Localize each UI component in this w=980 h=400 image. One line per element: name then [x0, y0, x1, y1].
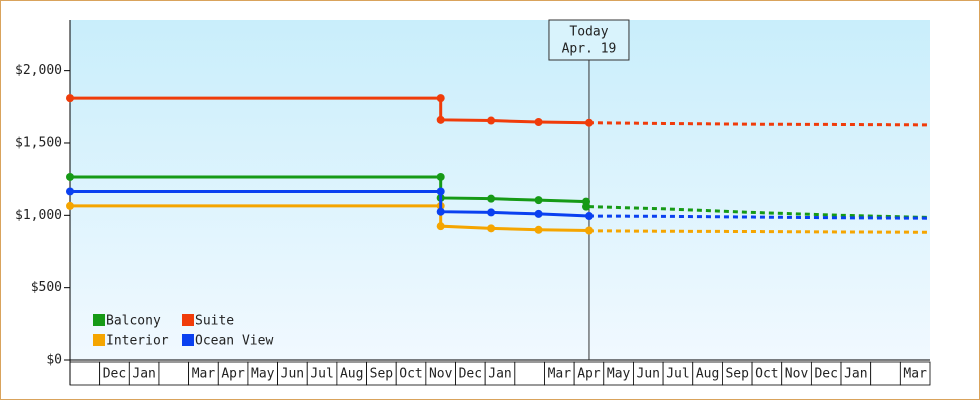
x-tick-label: Jan [488, 367, 511, 382]
forecast-line [588, 121, 931, 127]
x-tick-label: Apr [221, 367, 245, 382]
y-tick-label: $1,500 [15, 135, 62, 150]
x-tick-label: Jan [844, 367, 867, 382]
point [66, 172, 74, 181]
legend-swatch [93, 334, 105, 346]
legend-label: Interior [106, 334, 169, 349]
legend-label: Ocean View [195, 334, 273, 349]
series-line [70, 189, 590, 218]
x-tick-label: Oct [755, 367, 778, 382]
point [436, 172, 445, 181]
series-line [70, 96, 589, 125]
x-tick-label: Jun [637, 367, 660, 382]
month-cell [899, 361, 931, 386]
x-tick-label: Nov [785, 367, 809, 382]
legend-swatch [93, 314, 105, 326]
point [582, 202, 590, 211]
legend-swatch [182, 314, 194, 326]
x-tick-label: Sep [725, 367, 749, 382]
point [487, 116, 496, 125]
x-tick-label: Jan [132, 367, 155, 382]
x-tick-label: Aug [696, 367, 719, 382]
x-tick-label: Aug [340, 367, 363, 382]
x-tick-label: Oct [399, 367, 422, 382]
x-tick-label: Apr [577, 367, 601, 382]
month-cell [158, 361, 190, 386]
series-line [70, 204, 589, 233]
point [534, 209, 543, 218]
x-tick-label: May [251, 367, 275, 382]
forecast-line [588, 205, 931, 219]
point [584, 226, 593, 235]
x-tick-label: Mar [192, 367, 216, 382]
legend-label: Suite [195, 314, 234, 329]
point [436, 94, 445, 103]
x-tick-label: Dec [459, 367, 482, 382]
y-tick-label: $500 [31, 280, 62, 295]
x-tick-label: Nov [429, 367, 453, 382]
point [436, 115, 445, 124]
point [66, 187, 74, 196]
month-cell [69, 361, 101, 386]
month-cell [870, 361, 901, 386]
point [534, 225, 543, 234]
point [584, 212, 593, 221]
y-tick-label: $0 [46, 353, 62, 368]
point [487, 224, 496, 233]
x-tick-label: Jul [310, 367, 333, 382]
point [66, 94, 74, 103]
point [436, 222, 445, 231]
point [436, 207, 445, 216]
today-date: Apr. 19 [562, 42, 617, 57]
today-box [548, 19, 630, 61]
point [487, 208, 496, 217]
point [534, 196, 543, 205]
legend-label: Balcony [106, 314, 161, 329]
x-tick-label: May [607, 367, 631, 382]
x-tick-label: Sep [370, 367, 394, 382]
point [534, 118, 543, 126]
point [487, 194, 496, 203]
y-tick-label: $1,000 [15, 208, 62, 223]
legend-swatch [182, 334, 194, 346]
x-tick-label: Jul [666, 367, 689, 382]
y-tick-label: $2,000 [15, 63, 62, 78]
x-tick-label: Dec [814, 367, 837, 382]
point [66, 201, 74, 210]
forecast-line [588, 214, 931, 220]
x-tick-label: Mar [903, 367, 927, 382]
today-label: Today [569, 25, 608, 40]
point [436, 187, 445, 196]
x-tick-label: Dec [103, 367, 126, 382]
x-tick-label: Jun [281, 367, 304, 382]
point [584, 118, 593, 127]
month-cell [514, 361, 545, 386]
forecast-line [588, 229, 931, 234]
x-tick-label: Mar [548, 367, 572, 382]
